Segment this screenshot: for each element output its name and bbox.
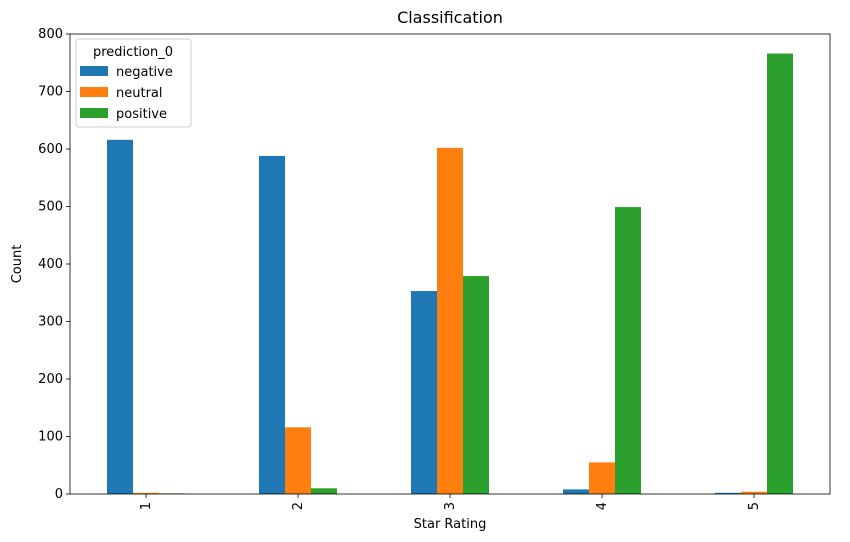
legend-label-neutral: neutral bbox=[116, 86, 163, 101]
bar-negative-5 bbox=[715, 492, 741, 494]
legend-swatch-positive bbox=[80, 108, 108, 118]
bar-neutral-5 bbox=[741, 491, 767, 494]
x-axis-label: Star Rating bbox=[414, 517, 487, 532]
legend: prediction_0 negative neutral positive bbox=[75, 38, 192, 128]
bar-negative-3 bbox=[411, 291, 437, 494]
y-tick-label: 500 bbox=[38, 200, 63, 215]
x-tick-label: 4 bbox=[595, 502, 610, 510]
bar-positive-4 bbox=[615, 207, 641, 494]
y-axis: 0 100 200 300 400 500 600 700 800 bbox=[38, 27, 70, 502]
plot-frame bbox=[69, 33, 831, 495]
legend-swatch-negative bbox=[80, 66, 108, 76]
bars-layer bbox=[107, 53, 793, 495]
x-axis: 1 2 3 4 5 bbox=[139, 494, 762, 510]
legend-label-positive: positive bbox=[116, 107, 167, 122]
bar-neutral-3 bbox=[437, 147, 463, 494]
bar-positive-3 bbox=[463, 276, 489, 494]
legend-label-negative: negative bbox=[116, 65, 173, 80]
bar-neutral-4 bbox=[589, 462, 615, 494]
y-tick-label: 400 bbox=[38, 257, 63, 272]
legend-title: prediction_0 bbox=[93, 45, 173, 60]
y-tick-label: 600 bbox=[38, 142, 63, 157]
bar-negative-4 bbox=[563, 489, 589, 494]
y-tick-label: 300 bbox=[38, 315, 63, 330]
x-tick-label: 1 bbox=[139, 502, 154, 510]
bar-neutral-2 bbox=[285, 427, 311, 494]
y-tick-label: 700 bbox=[38, 85, 63, 100]
x-tick-label: 2 bbox=[291, 502, 306, 510]
bar-neutral-1 bbox=[133, 492, 159, 494]
bar-negative-1 bbox=[107, 139, 133, 495]
x-tick-label: 5 bbox=[747, 502, 762, 510]
bar-positive-2 bbox=[311, 488, 337, 494]
legend-swatch-neutral bbox=[80, 87, 108, 97]
y-tick-label: 100 bbox=[38, 430, 63, 445]
y-tick-label: 200 bbox=[38, 372, 63, 387]
legend-box bbox=[75, 38, 192, 128]
y-tick-label: 0 bbox=[55, 487, 63, 502]
bar-negative-2 bbox=[259, 155, 285, 494]
bar-positive-5 bbox=[767, 53, 793, 495]
y-axis-label: Count bbox=[10, 245, 25, 284]
y-tick-label: 800 bbox=[38, 27, 63, 42]
x-tick-label: 3 bbox=[443, 502, 458, 510]
chart-title: Classification bbox=[397, 8, 503, 27]
